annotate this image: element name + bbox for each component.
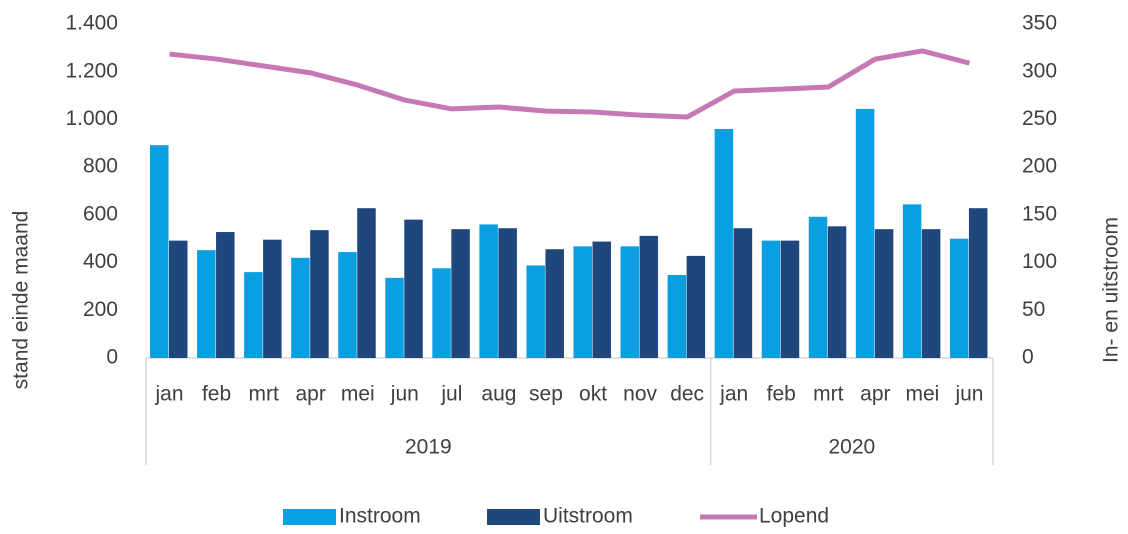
- y2-axis-title: In- en uitstroom: [1100, 217, 1123, 363]
- y-axis-title: stand einde maand: [10, 211, 33, 390]
- bar: [733, 228, 753, 358]
- y2-tick-label: 200: [1022, 155, 1057, 178]
- bar: [968, 208, 988, 358]
- bar: [310, 230, 329, 358]
- line: [169, 48, 971, 120]
- x-tick-label: mrt: [813, 383, 843, 406]
- bar: [592, 241, 611, 358]
- bar: [451, 229, 470, 358]
- x-tick-label: apr: [860, 383, 890, 406]
- x-tick-label: aug: [481, 383, 516, 406]
- x-tick-label: jan: [155, 383, 184, 406]
- y2-tick-label: 150: [1022, 202, 1057, 225]
- bar: [338, 252, 357, 358]
- y-tick-label: 400: [83, 250, 118, 273]
- x-tick-label: feb: [202, 383, 231, 406]
- y-tick-label: 1.000: [65, 107, 118, 130]
- legend-label: Lopend: [759, 505, 829, 528]
- bar: [686, 255, 706, 358]
- y-tick-label: 1.200: [65, 59, 118, 82]
- bar: [573, 246, 592, 358]
- x-tick-label: mei: [905, 383, 939, 406]
- y2-tick-label: 350: [1022, 12, 1057, 35]
- bar: [357, 208, 376, 358]
- bar: [780, 240, 800, 358]
- bar: [244, 272, 263, 358]
- x-tick-label: jan: [719, 383, 748, 406]
- bar: [479, 224, 498, 358]
- group-label: 2020: [828, 436, 875, 459]
- x-tick-label: mei: [341, 383, 375, 406]
- bar: [620, 246, 640, 358]
- bar: [855, 108, 875, 358]
- bar: [432, 268, 451, 358]
- bar: [921, 229, 941, 358]
- bar: [526, 265, 545, 358]
- y-tick-label: 0: [106, 346, 118, 369]
- y-tick-label: 800: [83, 155, 118, 178]
- bar: [263, 239, 282, 358]
- bar: [639, 235, 659, 358]
- x-tick-label: dec: [670, 383, 704, 406]
- bar: [498, 228, 517, 358]
- y2-tick-label: 0: [1022, 346, 1034, 369]
- bar: [761, 240, 781, 358]
- legend-swatch: [283, 509, 336, 525]
- x-tick-label: nov: [623, 383, 657, 406]
- bar: [545, 249, 564, 358]
- x-tick-label: sep: [529, 383, 563, 406]
- bar: [714, 128, 734, 358]
- bar: [902, 204, 922, 358]
- bar: [385, 277, 404, 358]
- bar: [291, 257, 310, 358]
- y-tick-label: 600: [83, 202, 118, 225]
- legend-swatch: [487, 509, 540, 525]
- bar: [874, 229, 894, 358]
- bar: [827, 226, 847, 358]
- bar: [169, 240, 188, 358]
- bar: [404, 219, 423, 358]
- y-tick-label: 200: [83, 298, 118, 321]
- x-tick-label: jun: [390, 383, 419, 406]
- x-tick-label: feb: [767, 383, 796, 406]
- y2-tick-label: 50: [1022, 298, 1045, 321]
- legend-label: Uitstroom: [543, 505, 633, 528]
- bar: [808, 216, 828, 358]
- legend-label: Instroom: [339, 505, 421, 528]
- x-tick-label: okt: [579, 383, 607, 406]
- y2-tick-label: 300: [1022, 59, 1057, 82]
- x-tick-label: apr: [296, 383, 326, 406]
- group-label: 2019: [405, 436, 452, 459]
- bar: [949, 238, 969, 358]
- y2-tick-label: 100: [1022, 250, 1057, 273]
- bar: [216, 232, 235, 358]
- y-tick-label: 1.400: [65, 12, 118, 35]
- x-tick-label: jun: [954, 383, 983, 406]
- y2-tick-label: 250: [1022, 107, 1057, 130]
- bar: [667, 274, 687, 358]
- x-tick-label: jul: [440, 383, 462, 406]
- x-tick-label: mrt: [248, 383, 278, 406]
- bar: [150, 145, 169, 358]
- bar: [197, 250, 216, 358]
